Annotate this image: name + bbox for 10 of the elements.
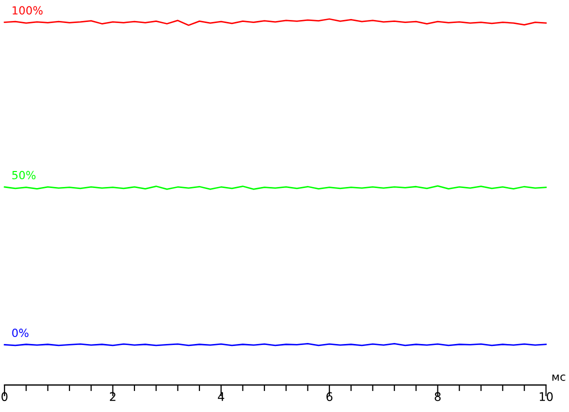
- x-tick-label: 0: [2, 392, 8, 402]
- x-axis-title: мс: [552, 374, 566, 381]
- series-label: 50%: [12, 170, 36, 180]
- x-tick-label: 2: [110, 392, 116, 401]
- x-tick-label: 10: [540, 392, 553, 402]
- series-label: 100%: [12, 6, 43, 15]
- series-label: 0%: [12, 328, 28, 338]
- x-tick-label: 6: [326, 392, 332, 402]
- x-tick-label: 8: [434, 392, 441, 402]
- x-tick-label: 4: [218, 392, 224, 401]
